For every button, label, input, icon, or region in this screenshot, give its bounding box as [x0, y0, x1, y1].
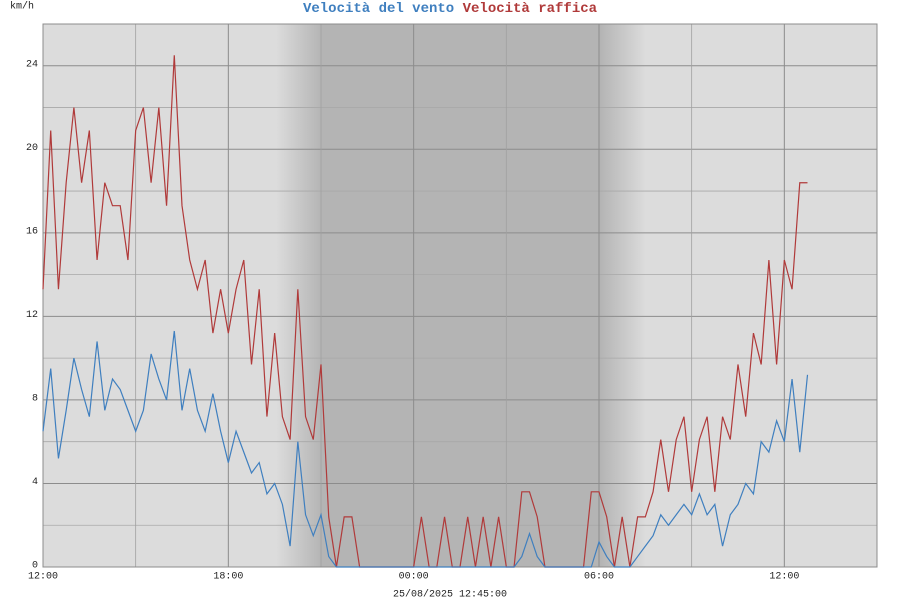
y-tick-label: 12 [26, 310, 38, 321]
y-tick-label: 8 [32, 394, 38, 405]
series-line [42, 330, 809, 568]
series-line [42, 55, 808, 568]
night-shade [600, 24, 646, 567]
night-shade [276, 24, 322, 567]
y-tick-label: 0 [32, 561, 38, 572]
x-tick-label: 00:00 [399, 572, 429, 583]
y-tick-label: 20 [26, 143, 38, 154]
x-tick-label: 12:00 [769, 572, 799, 583]
footer: 25/08/2025 12:45:00 [393, 589, 507, 600]
night-shade [322, 24, 600, 567]
y-tick-label: 24 [26, 59, 38, 70]
legend-entry: Velocità raffica [463, 1, 598, 17]
y-tick-label: 16 [26, 226, 38, 237]
y-axis-label: km/h [10, 1, 34, 13]
lines [42, 55, 809, 568]
title: Velocità del vento Velocità raffica [303, 1, 598, 17]
grid: 0 4 8 12 16 20 24 12:00 18:00 00:00 06:00 12:00 [26, 23, 878, 583]
legend-entry: Velocità del vento [303, 1, 454, 17]
x-tick-label: 12:00 [28, 572, 58, 583]
x-tick-label: 06:00 [584, 572, 614, 583]
y-tick-label: 4 [32, 477, 38, 488]
x-tick-label: 18:00 [213, 572, 243, 583]
